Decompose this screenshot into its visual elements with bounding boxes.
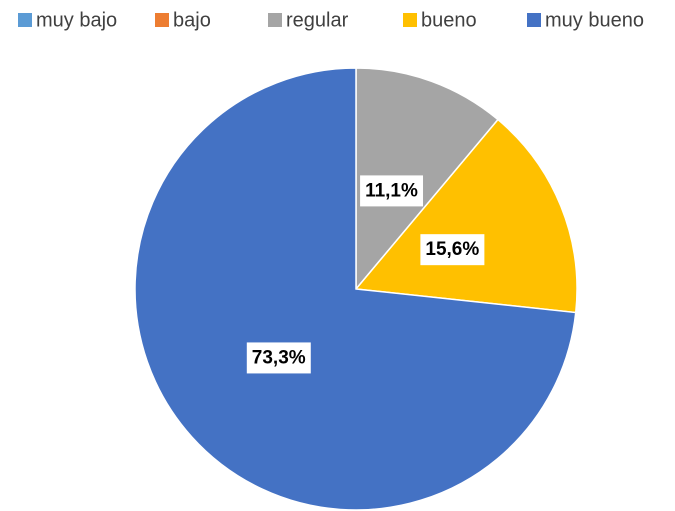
legend-label: bueno [421,9,477,31]
legend-label: regular [286,9,349,31]
legend-swatch [403,13,417,27]
legend-label: muy bajo [36,9,117,31]
legend-swatch [18,13,32,27]
legend-swatch [155,13,169,27]
pie-slice [355,67,499,292]
legend-label: muy bueno [545,9,644,31]
data-label: 73,3% [252,347,306,368]
data-label-box [246,342,311,374]
data-label-box [360,175,424,207]
data-label-box [420,234,485,266]
data-label: 15,6% [425,239,479,260]
legend-swatch [527,13,541,27]
data-label: 11,1% [365,180,418,201]
legend-label: bajo [173,9,211,31]
pie-slice [354,118,578,314]
pie-slice [134,67,577,511]
legend-swatch [268,13,282,27]
